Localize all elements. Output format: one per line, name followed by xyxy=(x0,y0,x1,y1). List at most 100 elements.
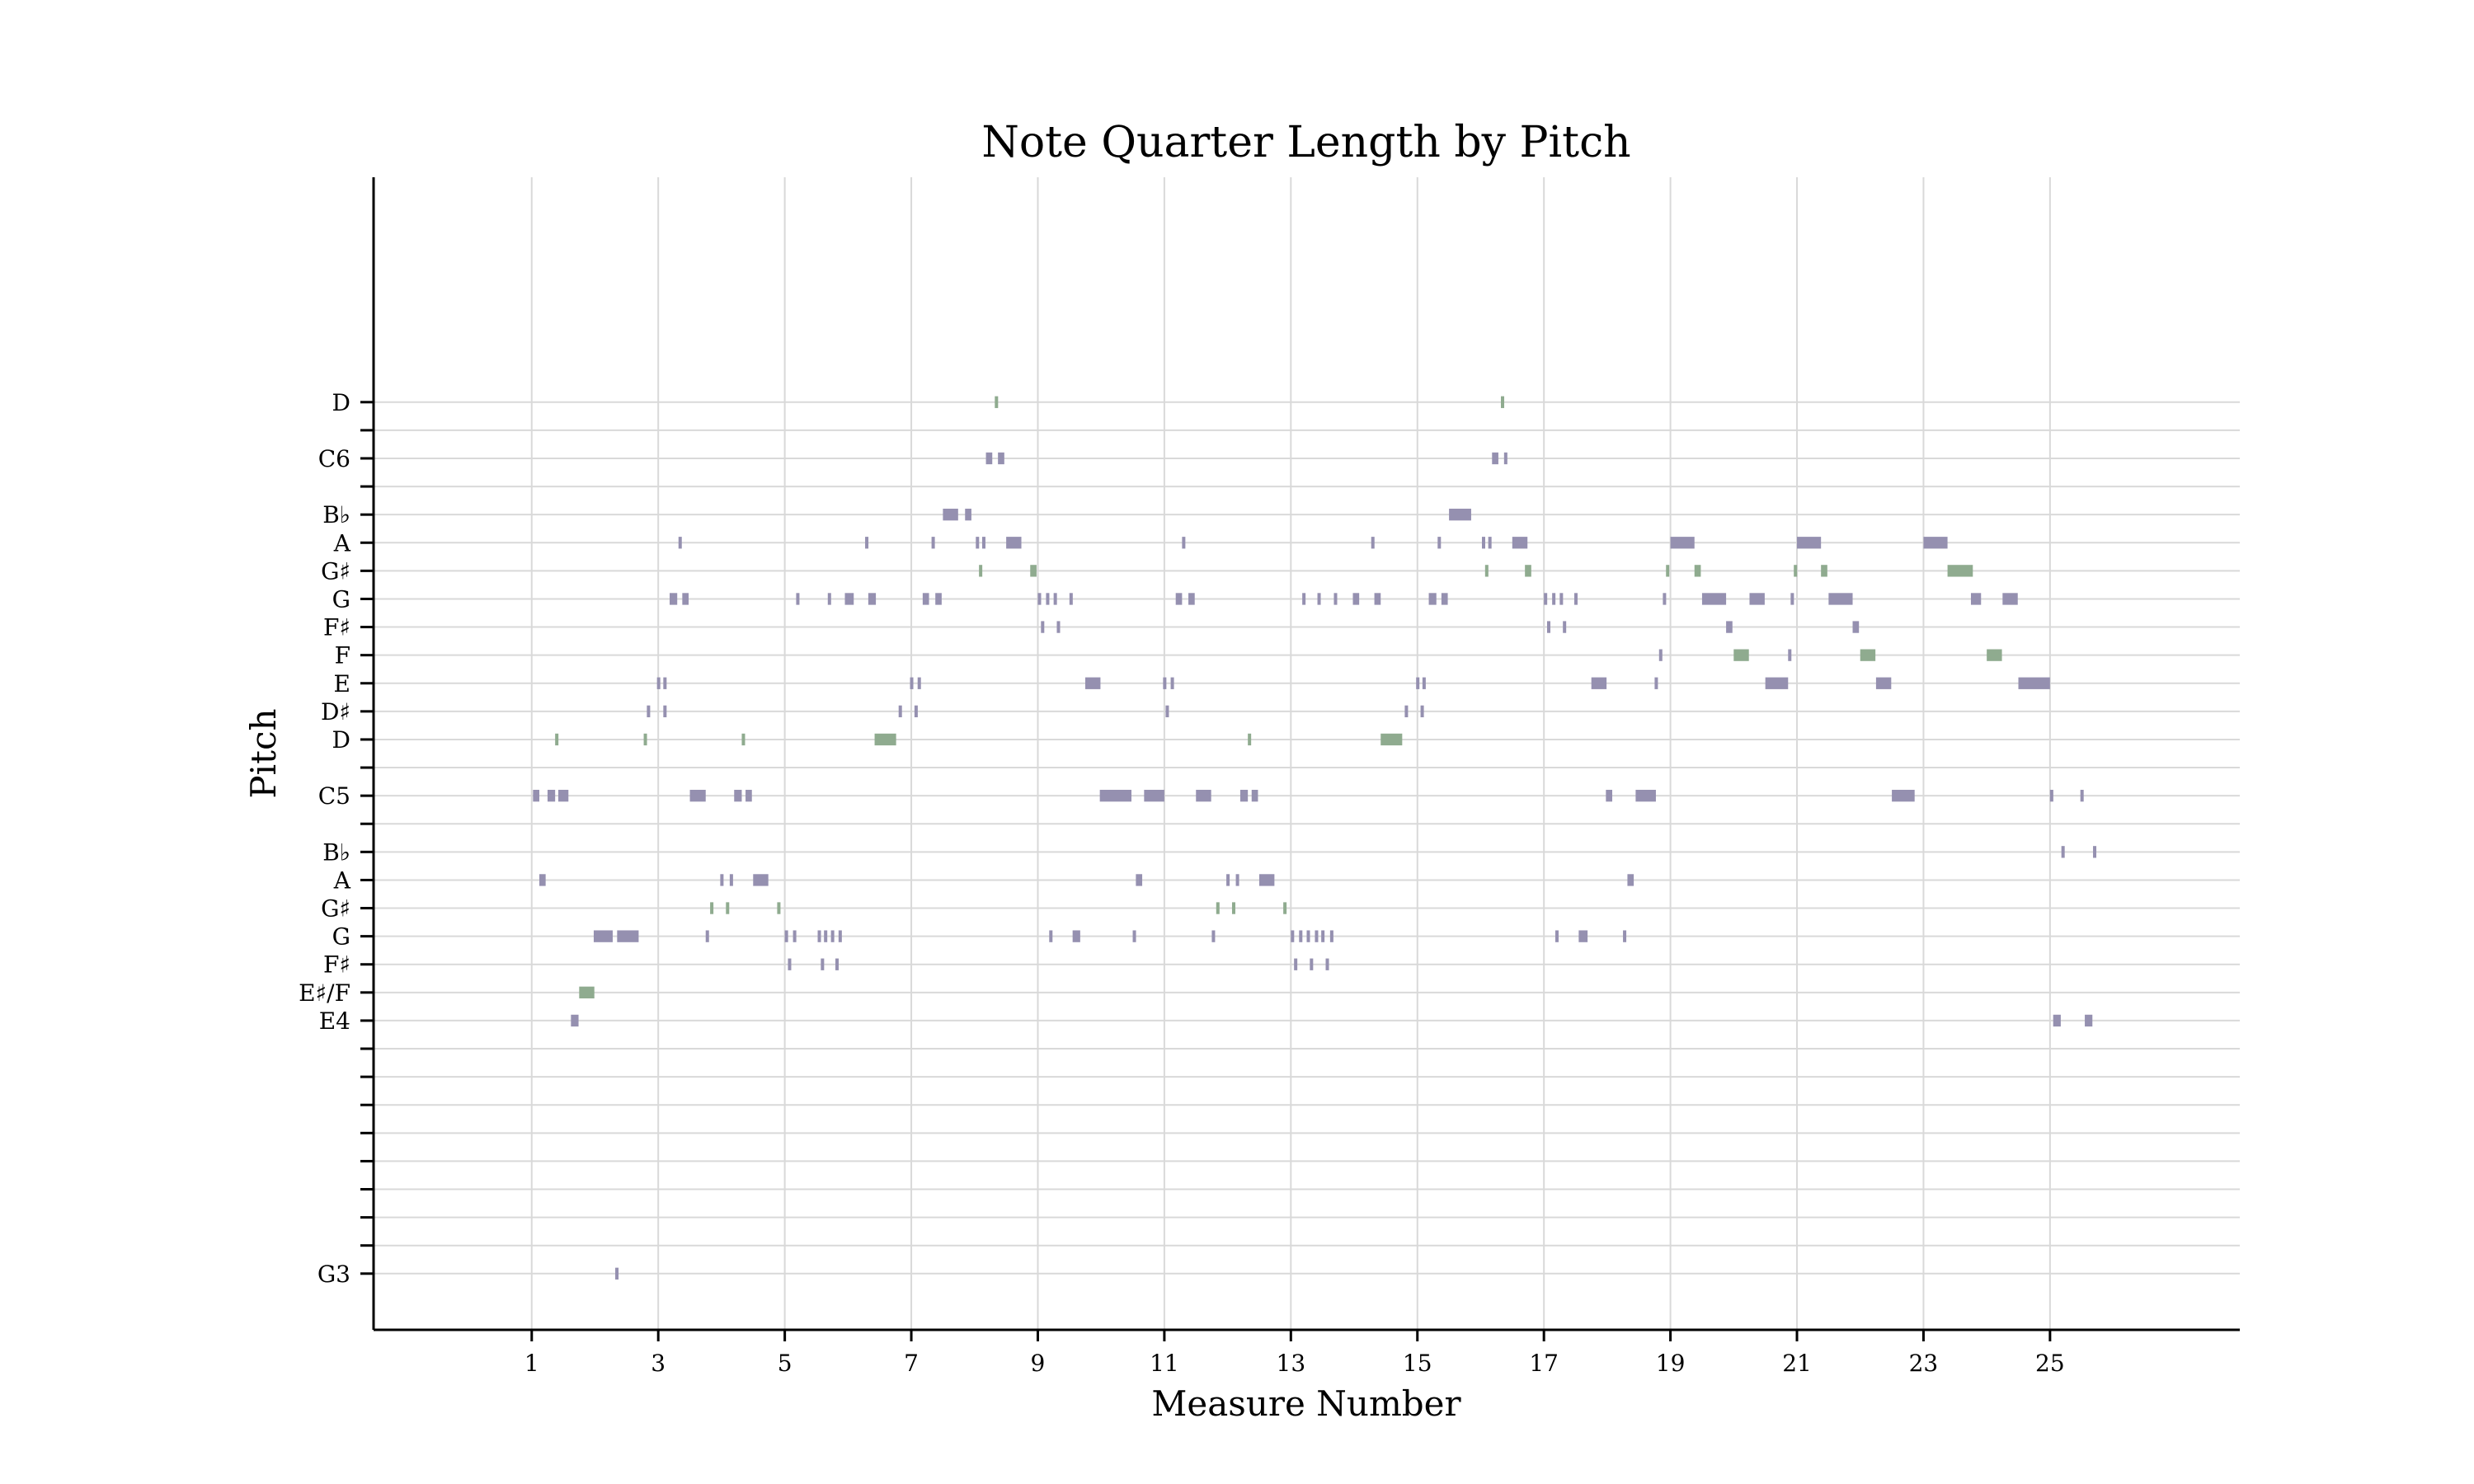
x-tick-label: 5 xyxy=(778,1350,793,1377)
note-bars xyxy=(533,396,2097,1280)
note-bar xyxy=(1380,733,1403,746)
note-bar xyxy=(1085,677,1101,689)
note-bar xyxy=(1797,537,1822,549)
note-bar xyxy=(935,593,942,605)
note-bar xyxy=(682,593,689,605)
note-bar xyxy=(1315,930,1319,942)
note-bar xyxy=(830,930,835,942)
y-tick-label: G xyxy=(332,585,350,613)
note-bar xyxy=(2049,789,2053,802)
note-bar xyxy=(555,733,559,746)
note-bar xyxy=(1790,593,1794,605)
note-bar xyxy=(1211,930,1216,942)
note-bar xyxy=(1987,649,2002,661)
note-bar xyxy=(2085,1014,2093,1027)
x-tick-label: 23 xyxy=(1909,1350,1939,1377)
note-bar xyxy=(1226,874,1230,886)
note-bar xyxy=(1501,396,1505,408)
note-bar xyxy=(1053,593,1057,605)
note-bar xyxy=(838,930,842,942)
note-bar xyxy=(1441,593,1448,605)
note-bar xyxy=(1325,958,1329,970)
note-bar xyxy=(643,733,647,746)
note-bar xyxy=(726,902,730,914)
note-bar xyxy=(981,537,985,549)
y-tick-label: E♯/F xyxy=(299,979,350,1007)
note-bar xyxy=(1302,593,1306,605)
note-bar xyxy=(1437,537,1442,549)
note-bar xyxy=(1006,537,1022,549)
note-bar xyxy=(1765,677,1789,689)
note-bar xyxy=(1371,537,1375,549)
note-bar xyxy=(1701,593,1727,605)
note-bar xyxy=(1544,593,1548,605)
note-bar xyxy=(1591,677,1607,689)
note-bar xyxy=(1251,789,1258,802)
note-bar xyxy=(1552,593,1556,605)
note-bar xyxy=(1196,789,1211,802)
note-bar xyxy=(1635,789,1656,802)
note-bar xyxy=(979,565,983,577)
note-bar xyxy=(1283,902,1287,914)
note-bar xyxy=(1072,930,1080,942)
note-bar xyxy=(1132,930,1136,942)
note-bar xyxy=(1416,677,1420,689)
note-bar xyxy=(1481,537,1485,549)
note-bar xyxy=(1852,621,1860,633)
note-bar xyxy=(1449,509,1471,521)
note-bar xyxy=(2018,677,2050,689)
note-bar xyxy=(539,874,546,886)
note-bar xyxy=(1573,593,1578,605)
x-axis-label: Measure Number xyxy=(1151,1383,1461,1424)
note-bar xyxy=(1165,705,1169,718)
y-tick-label: A xyxy=(333,529,351,556)
note-bar xyxy=(1860,649,1876,661)
note-bar xyxy=(1512,537,1528,549)
note-bar xyxy=(1694,565,1701,577)
y-tick-label: E xyxy=(334,670,350,697)
note-bar xyxy=(821,958,825,970)
note-bar xyxy=(1037,593,1042,605)
note-bar xyxy=(1428,593,1437,605)
note-bar xyxy=(1231,902,1235,914)
note-bar xyxy=(1422,677,1426,689)
note-bar xyxy=(1049,930,1053,942)
note-bar xyxy=(1892,789,1915,802)
x-tick-label: 19 xyxy=(1656,1350,1686,1377)
note-bar xyxy=(1733,649,1749,661)
y-tick-label: A xyxy=(333,866,351,894)
note-bar xyxy=(1329,930,1333,942)
note-bar xyxy=(2093,846,2097,858)
y-tick-label: B♭ xyxy=(322,501,350,528)
note-bar xyxy=(656,677,661,689)
note-bar xyxy=(1175,593,1183,605)
note-bar xyxy=(796,593,800,605)
note-bar xyxy=(1749,593,1765,605)
note-bar xyxy=(1484,565,1489,577)
note-bar xyxy=(2080,789,2084,802)
note-bar xyxy=(1041,621,1045,633)
note-bar xyxy=(1670,537,1695,549)
y-tick-label: B♭ xyxy=(322,838,350,866)
note-bar xyxy=(1828,593,1853,605)
note-bar xyxy=(1299,930,1303,942)
x-gridlines xyxy=(530,177,2051,1330)
note-bar xyxy=(922,593,929,605)
note-bar xyxy=(835,958,839,970)
x-tick-label: 11 xyxy=(1150,1350,1179,1377)
note-bar xyxy=(995,396,999,408)
note-bar xyxy=(1404,705,1409,718)
y-tick-label: F xyxy=(335,642,350,669)
note-bar xyxy=(1947,565,1973,577)
note-bar xyxy=(615,1267,619,1280)
note-bar xyxy=(784,930,788,942)
note-bar xyxy=(579,986,595,998)
note-bar xyxy=(817,930,821,942)
note-bar xyxy=(571,1014,579,1027)
note-bar xyxy=(1170,677,1174,689)
note-bar xyxy=(1788,649,1792,661)
note-bar xyxy=(874,733,896,746)
note-bar xyxy=(985,452,993,465)
note-bar xyxy=(557,789,569,802)
y-axis-label: Pitch xyxy=(243,708,284,798)
